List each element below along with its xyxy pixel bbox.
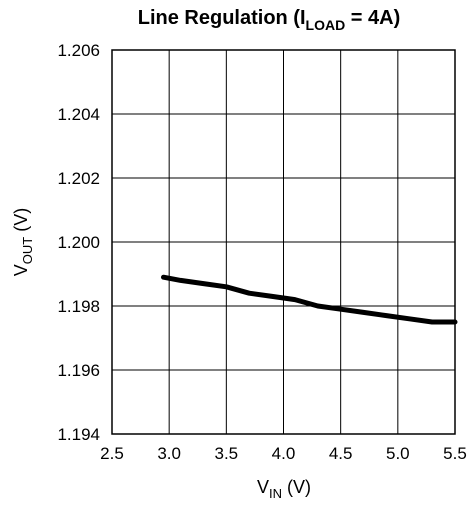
chart-title-main: Line Regulation (I bbox=[138, 7, 306, 29]
grid-lines bbox=[112, 50, 455, 434]
x-axis-label-main: V bbox=[257, 477, 269, 497]
x-tick-label: 4.0 bbox=[272, 444, 296, 463]
x-axis-label: VIN (V) bbox=[257, 477, 311, 501]
y-tick-label: 1.202 bbox=[57, 169, 100, 188]
y-tick-label: 1.196 bbox=[57, 361, 100, 380]
y-axis-label-subscript: OUT bbox=[20, 237, 35, 265]
y-tick-label: 1.204 bbox=[57, 105, 100, 124]
x-tick-label: 2.5 bbox=[100, 444, 124, 463]
y-tick-label: 1.194 bbox=[57, 425, 100, 444]
y-axis-label-main: V bbox=[11, 264, 31, 276]
x-tick-label: 5.5 bbox=[443, 444, 467, 463]
x-tick-label: 3.0 bbox=[157, 444, 181, 463]
series-line bbox=[161, 274, 458, 325]
chart-title-tail: = 4A) bbox=[345, 7, 400, 29]
y-tick-label: 1.200 bbox=[57, 233, 100, 252]
y-axis-label-tail: (V) bbox=[11, 208, 31, 237]
x-axis-tick-labels: 2.5 3.0 3.5 4.0 4.5 5.0 5.5 bbox=[100, 444, 467, 463]
x-tick-label: 3.5 bbox=[215, 444, 239, 463]
x-axis-label-subscript: IN bbox=[269, 486, 282, 501]
x-tick-label: 5.0 bbox=[386, 444, 410, 463]
chart-title: Line Regulation (ILOAD = 4A) bbox=[138, 7, 400, 33]
y-tick-label: 1.206 bbox=[57, 41, 100, 60]
y-axis-label: VOUT (V) bbox=[11, 208, 35, 276]
plot-area bbox=[111, 49, 456, 435]
x-axis-label-tail: (V) bbox=[282, 477, 311, 497]
y-tick-label: 1.198 bbox=[57, 297, 100, 316]
y-axis-tick-labels: 1.194 1.196 1.198 1.200 1.202 1.204 1.206 bbox=[57, 41, 100, 444]
x-tick-label: 4.5 bbox=[329, 444, 353, 463]
chart-title-subscript: LOAD bbox=[306, 17, 346, 33]
